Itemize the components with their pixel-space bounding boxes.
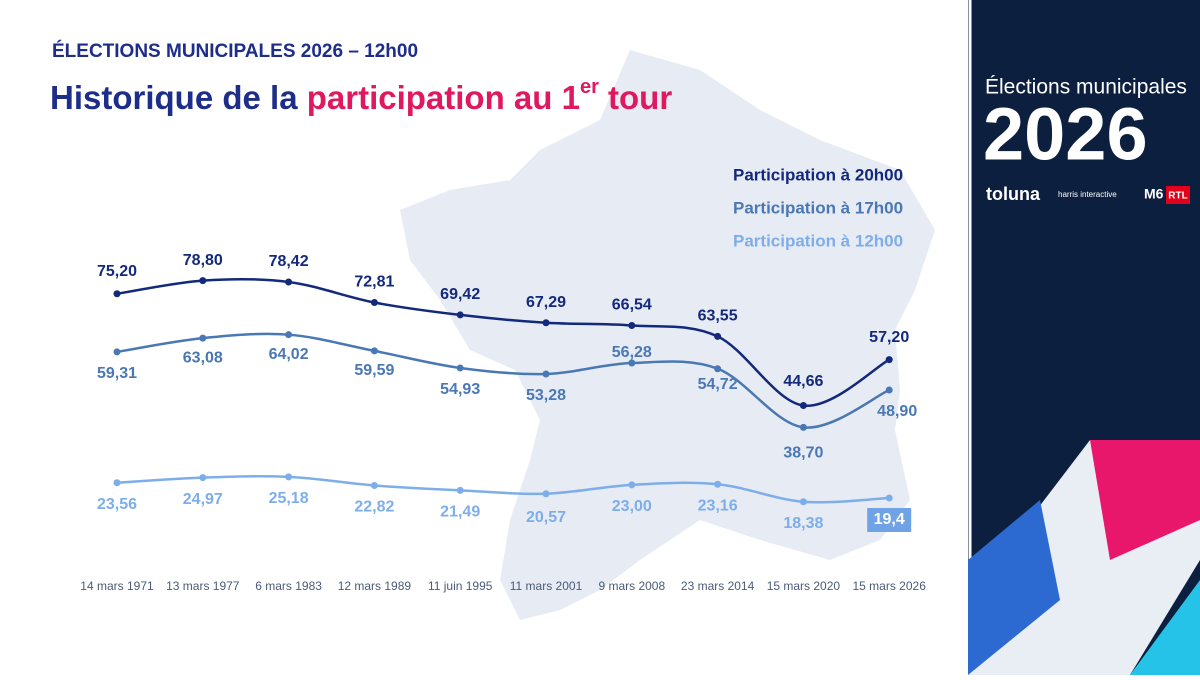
logo-harris: harris interactive xyxy=(1058,190,1117,199)
point xyxy=(714,480,722,488)
value-label: 23,00 xyxy=(612,498,652,515)
x-tick-label: 13 mars 1977 xyxy=(166,579,240,593)
value-label: 69,42 xyxy=(440,286,480,303)
kicker: ÉLECTIONS MUNICIPALES 2026 – 12h00 xyxy=(52,40,418,62)
point xyxy=(542,370,550,378)
value-label: 66,54 xyxy=(612,297,652,314)
title-superscript: er xyxy=(580,76,599,98)
x-tick-label: 15 mars 2020 xyxy=(767,579,841,593)
legend-entry: Participation à 17h00 xyxy=(733,198,903,217)
legend-entry: Participation à 20h00 xyxy=(733,165,903,184)
series-line xyxy=(116,277,890,407)
title-start: Historique de la xyxy=(50,79,298,116)
value-label: 57,20 xyxy=(869,329,909,346)
plot: Participation à 20h00 Participation à 17h… xyxy=(80,165,926,593)
x-tick-label: 12 mars 1989 xyxy=(338,579,412,593)
flag-blue xyxy=(968,500,1060,675)
title-end: tour xyxy=(608,79,672,116)
value-label: 20,57 xyxy=(526,509,566,526)
value-label: 53,28 xyxy=(526,387,566,404)
point xyxy=(714,332,722,340)
sidebar-year: 2026 xyxy=(983,93,1148,176)
point xyxy=(885,386,893,394)
value-label: 48,90 xyxy=(877,403,917,420)
point xyxy=(628,359,636,367)
legend-entry: Participation à 12h00 xyxy=(733,231,903,250)
point xyxy=(370,299,378,307)
value-label: 75,20 xyxy=(97,263,137,280)
title-highlight: participation au 1 xyxy=(307,79,580,116)
value-label: 19,4 xyxy=(874,511,905,528)
value-label: 78,42 xyxy=(269,253,309,270)
point xyxy=(113,348,121,356)
value-label: 44,66 xyxy=(783,373,823,390)
chart-title: Historique de la participation au 1er to… xyxy=(50,67,672,116)
series-line xyxy=(116,332,890,429)
point xyxy=(199,474,207,482)
point xyxy=(199,277,207,285)
point xyxy=(456,311,464,319)
x-tick-label: 6 mars 1983 xyxy=(255,579,322,593)
x-tick-label: 11 juin 1995 xyxy=(428,579,493,593)
value-label: 24,97 xyxy=(183,491,223,508)
point xyxy=(542,490,550,498)
point xyxy=(799,402,807,410)
value-label: 72,81 xyxy=(354,274,394,291)
france-map xyxy=(400,50,935,620)
series-line xyxy=(116,474,890,504)
logo-m6: M6 xyxy=(1144,186,1164,202)
point xyxy=(628,321,636,329)
value-label: 67,29 xyxy=(526,294,566,311)
logo-rtl-box xyxy=(1166,186,1190,204)
point xyxy=(628,481,636,489)
x-tick-label: 9 mars 2008 xyxy=(598,579,665,593)
sidebar-title: Élections municipales xyxy=(985,76,1187,99)
highlight-box xyxy=(867,507,912,532)
point xyxy=(199,334,207,342)
value-label: 63,55 xyxy=(698,308,738,325)
value-label: 59,31 xyxy=(97,365,137,382)
value-label: 54,72 xyxy=(698,376,738,393)
x-tick-label: 15 mars 2026 xyxy=(853,579,927,593)
value-label: 25,18 xyxy=(269,490,309,507)
point xyxy=(113,479,121,487)
point xyxy=(456,486,464,494)
value-label: 59,59 xyxy=(354,362,394,379)
point xyxy=(885,494,893,502)
point xyxy=(799,423,807,431)
point xyxy=(714,365,722,373)
logo-rtl: RTL xyxy=(1168,191,1187,202)
value-label: 22,82 xyxy=(354,499,394,516)
flag-cyan xyxy=(1130,580,1200,675)
x-tick-label: 23 mars 2014 xyxy=(681,579,755,593)
point xyxy=(799,498,807,506)
point xyxy=(456,364,464,372)
value-label: 78,80 xyxy=(183,252,223,269)
value-label: 18,38 xyxy=(783,515,823,532)
logo-toluna: toluna xyxy=(986,184,1041,204)
value-label: 64,02 xyxy=(269,346,309,363)
point xyxy=(285,473,293,481)
value-label: 23,16 xyxy=(698,497,738,514)
value-label: 21,49 xyxy=(440,504,480,521)
value-label: 56,28 xyxy=(612,344,652,361)
point xyxy=(885,356,893,364)
point xyxy=(113,290,121,298)
point xyxy=(285,331,293,339)
x-tick-label: 14 mars 1971 xyxy=(80,579,154,593)
value-label: 23,56 xyxy=(97,496,137,513)
point xyxy=(542,319,550,327)
value-label: 38,70 xyxy=(783,445,823,462)
value-label: 54,93 xyxy=(440,381,480,398)
point xyxy=(285,278,293,286)
point xyxy=(370,481,378,489)
flag-pink xyxy=(1090,440,1200,560)
x-tick-label: 11 mars 2001 xyxy=(510,579,583,593)
point xyxy=(370,347,378,355)
value-label: 63,08 xyxy=(183,349,223,366)
